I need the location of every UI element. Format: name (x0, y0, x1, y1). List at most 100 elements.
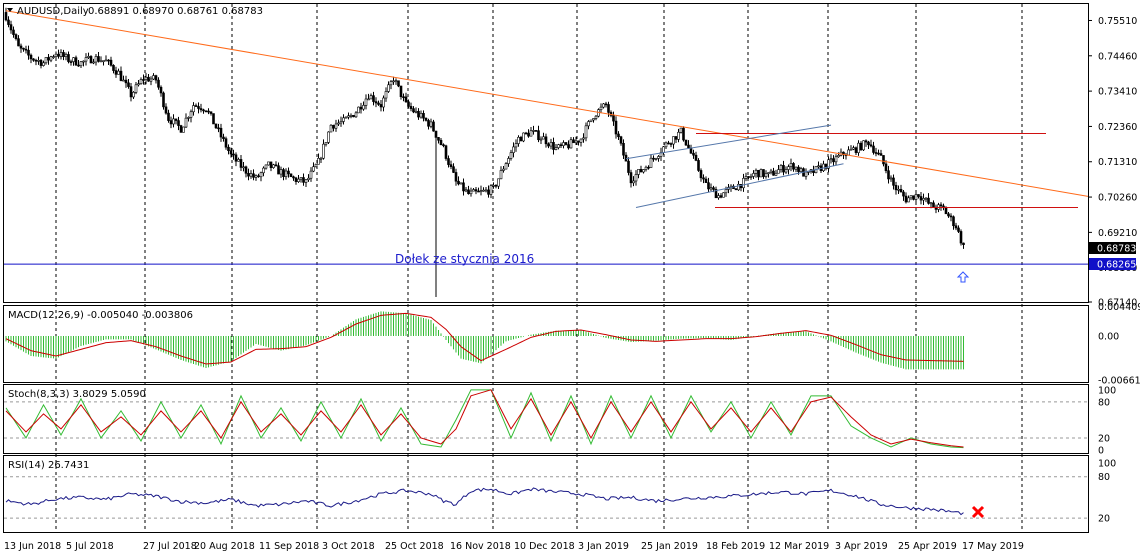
candle-body (722, 192, 725, 198)
candle-body (172, 118, 175, 125)
dropdown-triangle-icon[interactable] (7, 8, 13, 12)
price-tick-label: 0.71310 (1098, 157, 1137, 168)
candle-body (34, 59, 38, 62)
candle-body (174, 118, 178, 121)
candle-body (657, 156, 660, 159)
support-annotation: Dołek ze stycznia 2016 (395, 252, 534, 266)
candle-body (794, 166, 798, 170)
candle-body (162, 92, 165, 108)
candle-body (319, 157, 323, 160)
candle-body (527, 132, 530, 137)
date-tick-label: 25 Jan 2019 (641, 541, 698, 552)
candle-body (179, 125, 183, 133)
candle-body (907, 197, 910, 203)
candle-body (27, 49, 30, 56)
candle-body (277, 165, 280, 175)
date-tick-label: 3 Apr 2019 (835, 541, 888, 552)
price-tick-label: 0.74460 (1098, 51, 1137, 62)
candle-body (537, 130, 540, 141)
candle-body (824, 163, 828, 169)
candle-body (299, 177, 303, 180)
candle-body (827, 159, 830, 169)
candle-body (159, 86, 163, 94)
candle-body (519, 136, 523, 142)
current-price-tag-bg (1089, 242, 1136, 254)
candle-body (102, 60, 105, 62)
candle-body (502, 168, 505, 171)
candle-body (702, 177, 705, 180)
date-tick-label: 12 Mar 2019 (769, 541, 829, 552)
candle-body (492, 185, 495, 187)
candle-body (437, 137, 440, 141)
candle-body (904, 195, 908, 203)
candle-body (474, 189, 478, 192)
candle-body (62, 52, 65, 57)
candle-body (884, 163, 888, 172)
stoch-signal-line (5, 389, 964, 448)
candle-body (57, 53, 60, 57)
candle-body (924, 197, 928, 200)
candle-body (137, 83, 140, 86)
candle-body (382, 97, 385, 108)
candle-body (64, 54, 68, 57)
candle-body (869, 144, 873, 147)
candle-body (374, 101, 378, 104)
candle-body (202, 109, 205, 112)
date-tick-label: 5 Jul 2018 (66, 541, 114, 552)
candle-body (92, 61, 95, 64)
candle-body (679, 127, 683, 133)
candle-body (397, 80, 400, 87)
candle-body (762, 169, 765, 177)
rsi-line (5, 487, 964, 516)
candle-body (107, 59, 110, 62)
candle-body (122, 79, 125, 82)
candle-body (909, 195, 913, 199)
candle-body (634, 174, 638, 182)
candle-body (939, 204, 943, 207)
candle-body (549, 142, 553, 147)
candle-body (652, 157, 655, 160)
candle-body (517, 136, 520, 144)
candle-body (914, 194, 918, 200)
candle-body (264, 164, 268, 169)
candle-body (649, 157, 653, 168)
candle-body (49, 56, 53, 61)
candle-body (767, 172, 770, 174)
candle-body (734, 188, 738, 191)
candle-body (777, 169, 780, 174)
candle-body (364, 98, 368, 106)
candle-body (399, 85, 403, 98)
candle-body (24, 48, 28, 51)
candle-body (259, 172, 263, 178)
candle-body (22, 47, 25, 50)
candle-body (677, 131, 680, 140)
candle-body (592, 118, 595, 121)
candle-body (142, 79, 145, 81)
price-tick-label: 0.72360 (1098, 122, 1137, 133)
macd-title: MACD(12,26,9) -0.005040 -0.003806 (8, 310, 193, 321)
candle-body (444, 145, 448, 159)
candle-body (237, 159, 240, 162)
candle-body (717, 195, 720, 199)
candle-body (197, 106, 200, 109)
candle-body (317, 158, 320, 165)
candle-body (242, 166, 245, 169)
candle-body (334, 123, 338, 129)
candle-body (394, 80, 398, 83)
candle-body (894, 185, 898, 191)
candle-body (199, 108, 203, 111)
candle-body (84, 57, 88, 62)
chart-overlays (4, 10, 1089, 265)
candle-body (572, 139, 575, 144)
candle-body (272, 164, 275, 168)
candle-body (262, 167, 265, 174)
candle-body (584, 125, 588, 139)
candle-body (9, 24, 13, 31)
candle-body (149, 78, 153, 82)
candle-body (792, 163, 795, 170)
candle-body (244, 166, 248, 174)
macd-tick-label: 0.00 (1098, 332, 1119, 343)
candle-body (372, 95, 375, 102)
candle-body (862, 140, 865, 151)
